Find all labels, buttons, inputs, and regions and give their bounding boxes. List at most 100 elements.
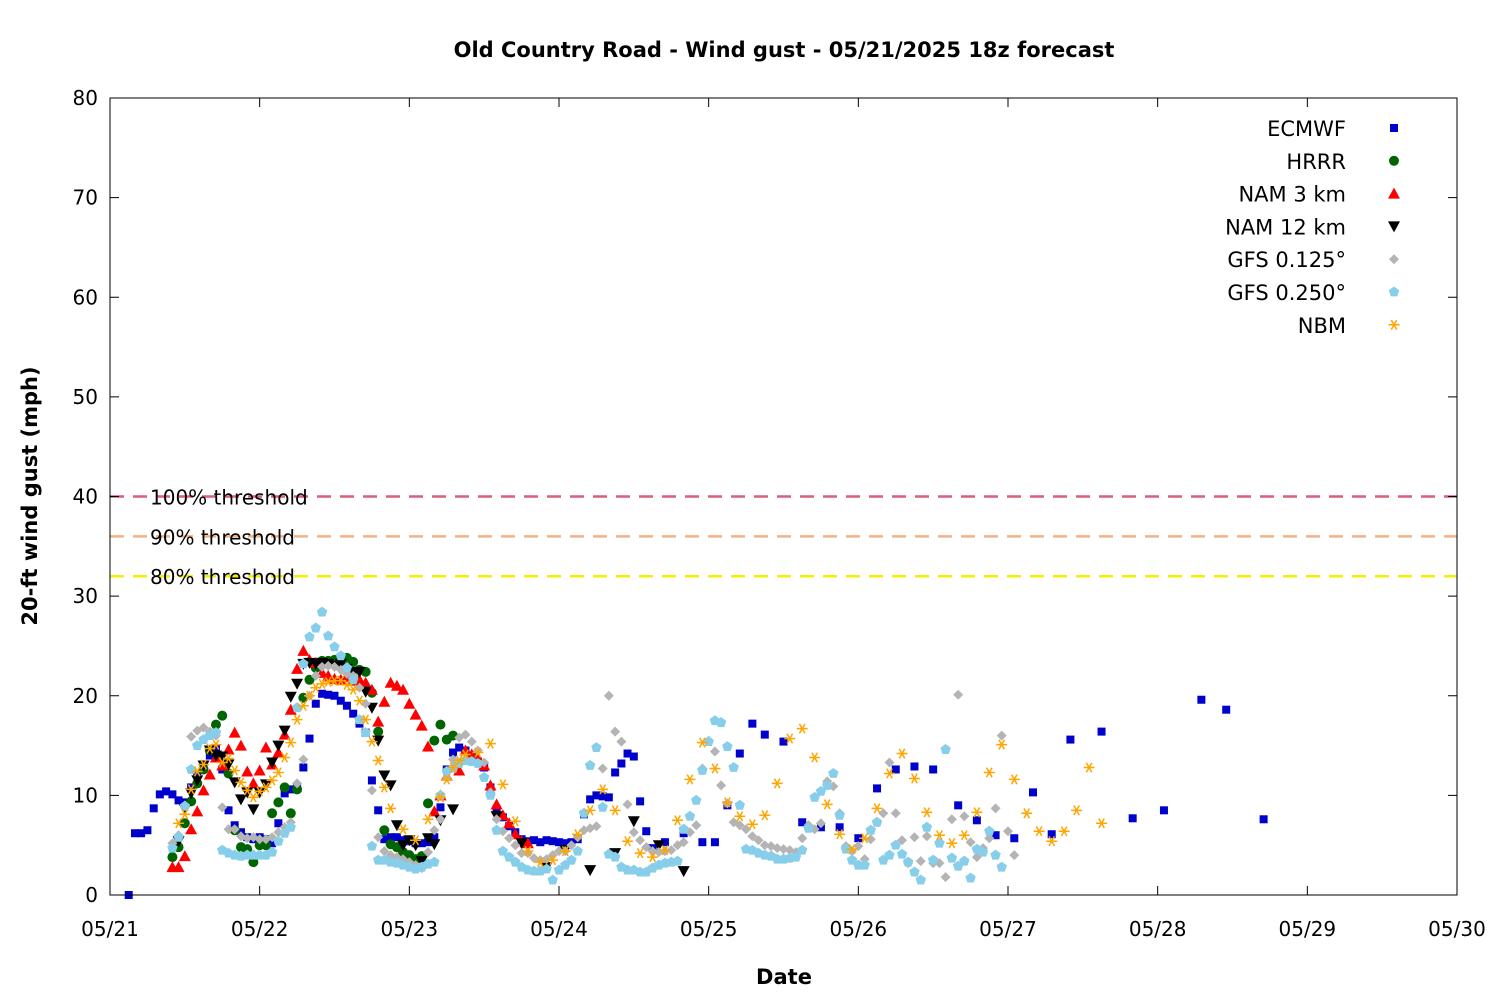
series-nbm — [173, 675, 1108, 868]
data-point — [241, 765, 254, 777]
legend: ECMWF HRRR NAM 3 km NAM 12 km GFS 0.125° GFS … — [1225, 117, 1400, 338]
data-point — [635, 835, 646, 846]
data-point — [297, 700, 309, 711]
data-point — [659, 845, 671, 856]
data-point — [909, 832, 920, 843]
data-point — [696, 737, 708, 748]
data-point — [890, 839, 901, 850]
threshold-label: 100% threshold — [150, 486, 308, 510]
x-tick-label: 05/21 — [81, 917, 139, 941]
data-point — [772, 843, 783, 854]
data-point — [921, 807, 933, 818]
data-point — [840, 843, 852, 854]
x-axis-ticks: 05/21 05/22 05/23 05/24 05/25 05/26 05/27 05/28… — [81, 98, 1486, 941]
data-point — [191, 766, 203, 777]
data-point — [759, 810, 771, 821]
data-point — [623, 749, 632, 758]
data-point — [616, 736, 627, 747]
data-point — [796, 723, 808, 734]
data-point — [735, 749, 744, 758]
data-point — [279, 782, 290, 793]
data-point — [284, 691, 297, 703]
data-point — [940, 872, 951, 883]
data-point — [403, 697, 416, 709]
data-point — [304, 690, 316, 701]
data-point — [878, 808, 889, 819]
data-point — [1083, 762, 1095, 773]
data-point — [429, 825, 440, 836]
data-point — [491, 824, 502, 835]
data-point — [323, 660, 334, 671]
data-point — [983, 767, 995, 778]
data-point — [278, 725, 291, 737]
legend-marker — [1388, 319, 1400, 330]
data-point — [604, 793, 613, 802]
data-point — [372, 715, 385, 727]
data-point — [272, 740, 285, 752]
data-point — [397, 683, 410, 695]
data-point — [360, 714, 372, 725]
data-point — [610, 726, 621, 737]
data-point — [871, 803, 883, 814]
data-point — [746, 819, 758, 830]
data-point — [378, 770, 391, 782]
threshold-label: 90% threshold — [150, 525, 295, 549]
data-point — [248, 832, 259, 843]
data-point — [248, 857, 259, 868]
data-point — [909, 866, 920, 877]
data-point — [846, 854, 858, 865]
data-point — [310, 670, 321, 681]
data-point — [678, 837, 689, 848]
data-point — [572, 829, 584, 840]
data-point — [359, 676, 372, 688]
data-point — [991, 831, 1000, 840]
data-point — [1097, 727, 1106, 736]
data-point — [677, 866, 690, 878]
data-point — [547, 874, 558, 885]
data-point — [641, 842, 652, 853]
series-hrrr — [167, 652, 459, 868]
data-point — [354, 714, 365, 725]
data-point — [210, 719, 221, 730]
data-point — [591, 821, 602, 832]
data-point — [584, 865, 597, 877]
x-tick-label: 05/23 — [381, 917, 439, 941]
legend-marker — [1390, 124, 1398, 132]
data-point — [521, 837, 534, 849]
data-point — [384, 676, 397, 688]
data-point — [803, 822, 814, 833]
data-points — [124, 606, 1268, 899]
data-point — [1046, 836, 1058, 847]
data-point — [422, 740, 435, 752]
data-point — [634, 847, 646, 859]
data-point — [784, 733, 796, 744]
data-point — [946, 852, 958, 863]
data-point — [1010, 834, 1019, 843]
data-point — [990, 803, 1001, 814]
data-point — [684, 810, 696, 821]
data-point — [447, 804, 460, 816]
data-point — [503, 851, 515, 862]
data-point — [374, 806, 383, 815]
data-point — [1003, 826, 1013, 837]
data-point — [229, 824, 240, 835]
data-point — [149, 804, 158, 813]
data-point — [223, 753, 235, 764]
data-point — [1066, 735, 1075, 744]
data-point — [422, 814, 434, 825]
data-point — [510, 840, 521, 851]
threshold-label: 80% threshold — [150, 565, 295, 589]
data-point — [434, 792, 446, 803]
data-point — [715, 717, 727, 728]
data-point — [534, 856, 546, 868]
data-point — [423, 847, 434, 858]
data-point — [266, 775, 278, 786]
data-point — [798, 818, 807, 827]
data-point — [908, 773, 920, 784]
x-tick-label: 05/24 — [530, 917, 588, 941]
data-point — [291, 678, 304, 690]
data-point — [1008, 774, 1020, 785]
data-point — [748, 719, 757, 728]
legend-label: GFS 0.125° — [1227, 248, 1346, 272]
data-point — [940, 744, 951, 754]
